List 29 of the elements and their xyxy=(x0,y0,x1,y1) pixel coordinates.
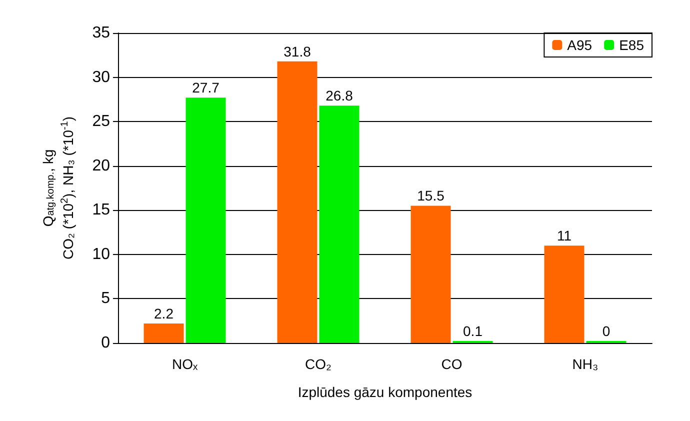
bar xyxy=(319,106,360,343)
data-label: 0.1 xyxy=(463,323,483,339)
data-label: 26.8 xyxy=(326,88,354,104)
data-label: 2.2 xyxy=(154,306,174,322)
x-tick-label: CO xyxy=(441,356,462,372)
bar xyxy=(144,324,184,343)
y-tick-label: 20 xyxy=(92,157,110,174)
x-tick-label: NOₓ xyxy=(172,356,198,372)
x-tick-label: NH₃ xyxy=(572,356,598,372)
y-tick-label: 30 xyxy=(92,68,110,86)
legend-label: A95 xyxy=(567,37,592,53)
y-tick-label: 0 xyxy=(101,334,110,352)
data-label: 0 xyxy=(602,323,610,339)
bar xyxy=(277,61,318,343)
data-label: 27.7 xyxy=(192,80,220,96)
x-tick-label: CO₂ xyxy=(305,356,332,372)
y-tick-label: 5 xyxy=(101,290,110,308)
y-tick-label: 25 xyxy=(92,113,110,130)
bar xyxy=(544,246,584,343)
bar xyxy=(186,98,226,343)
legend-label: E85 xyxy=(619,37,644,53)
bar xyxy=(410,206,451,343)
y-tick-label: 10 xyxy=(92,246,110,263)
data-label: 15.5 xyxy=(417,188,445,204)
data-label: 11 xyxy=(556,228,572,244)
x-axis-title: Izplūdes gāzu komponentes xyxy=(298,384,472,400)
y-tick-label: 15 xyxy=(92,202,110,219)
data-label: 31.8 xyxy=(284,43,312,60)
y-tick-label: 35 xyxy=(92,24,110,42)
